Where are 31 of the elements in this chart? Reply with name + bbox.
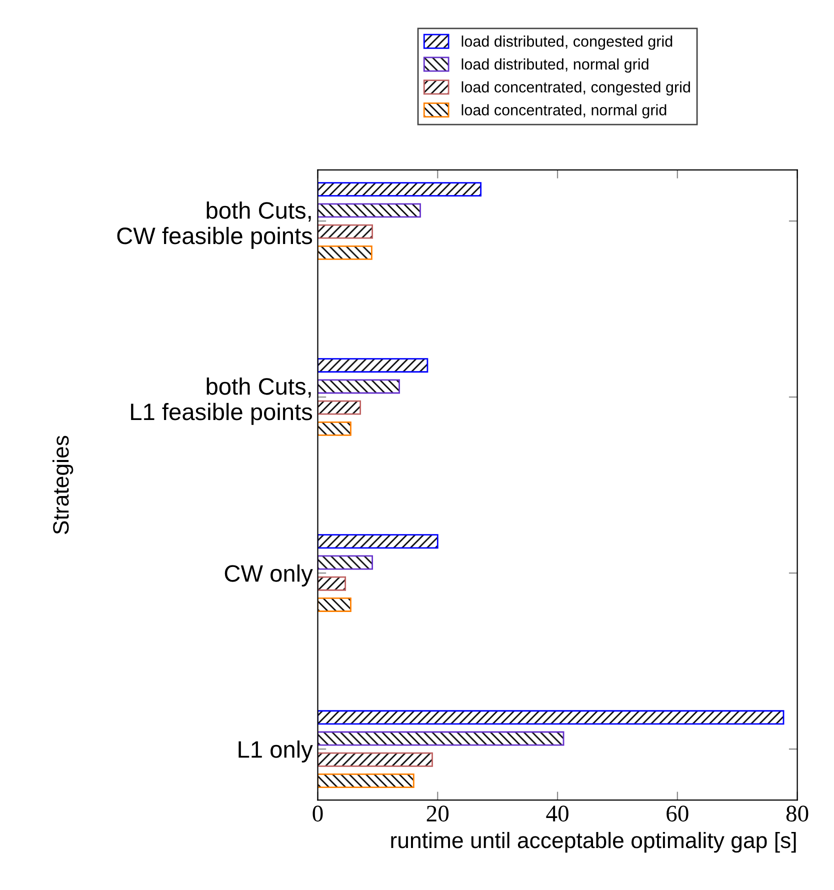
- bar: [318, 731, 564, 746]
- legend-label: load distributed, congested grid: [462, 36, 672, 50]
- bar: [318, 534, 438, 549]
- bar: [318, 400, 362, 415]
- bar: [318, 182, 482, 197]
- x-tick-label: 80: [786, 806, 808, 822]
- bar: [318, 246, 372, 260]
- x-tick-label: 60: [666, 806, 688, 822]
- x-tick-label: 40: [546, 806, 568, 822]
- bar: [318, 358, 428, 373]
- bar: [318, 422, 352, 436]
- legend-label: load distributed, normal grid: [462, 58, 648, 73]
- x-tick-label: 20: [426, 806, 449, 822]
- y-tick-label: L1 only: [238, 740, 313, 763]
- y-tick-label: CW only: [224, 564, 313, 587]
- legend-label: load concentrated, normal grid: [462, 104, 666, 118]
- bar: [318, 379, 400, 394]
- legend-label: load concentrated, congested grid: [462, 81, 690, 96]
- bar: [318, 576, 346, 591]
- y-tick-label: both Cuts, L1 feasible points: [131, 377, 312, 425]
- bar: [318, 774, 414, 788]
- bar: [318, 203, 421, 218]
- x-axis-title: runtime until acceptable optimality gap [s]: [391, 832, 796, 853]
- y-axis-title: Strategies: [52, 436, 74, 534]
- bar: [318, 555, 373, 570]
- bar: [318, 598, 352, 612]
- bar: [318, 224, 373, 239]
- y-tick-label: both Cuts, CW feasible points: [117, 201, 312, 249]
- bar: [318, 752, 433, 767]
- x-tick-label: 0: [312, 806, 323, 822]
- bar: [318, 710, 784, 725]
